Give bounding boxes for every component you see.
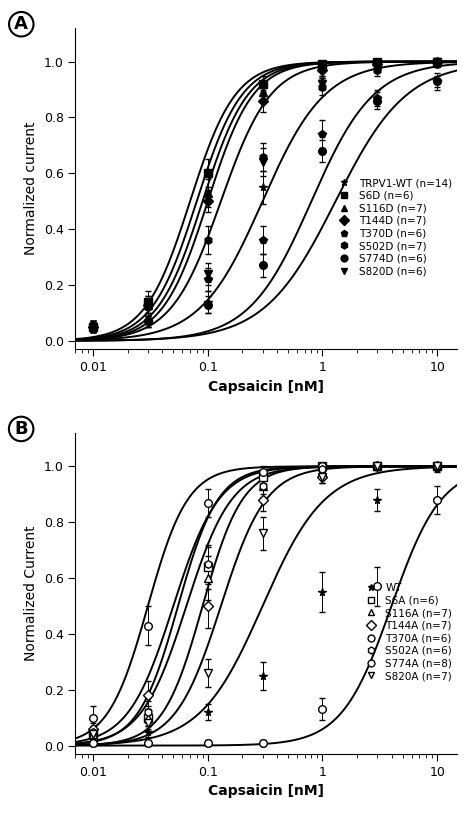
X-axis label: Capsaicin [nM]: Capsaicin [nM]: [209, 784, 324, 799]
Legend: WT, S6A (n=6), S116A (n=7), T144A (n=7), T370A (n=6), S502A (n=6), S774A (n=8), : WT, S6A (n=6), S116A (n=7), T144A (n=7),…: [360, 583, 452, 681]
Text: B: B: [14, 420, 28, 438]
Y-axis label: Normalized Current: Normalized Current: [24, 526, 38, 661]
Text: A: A: [14, 15, 28, 33]
Legend: TRPV1-WT (n=14), S6D (n=6), S116D (n=7), T144D (n=7), T370D (n=6), S502D (n=7), : TRPV1-WT (n=14), S6D (n=6), S116D (n=7),…: [334, 178, 452, 276]
X-axis label: Capsaicin [nM]: Capsaicin [nM]: [209, 380, 324, 394]
Y-axis label: Normalized current: Normalized current: [24, 122, 38, 255]
